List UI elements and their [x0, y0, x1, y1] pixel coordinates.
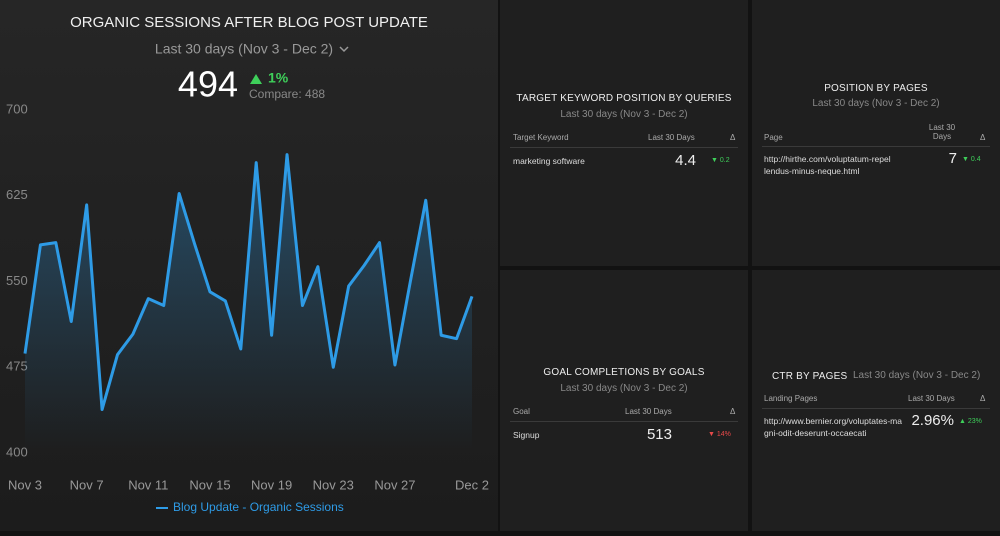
col-header: Goal — [513, 407, 530, 416]
col-header: Last 30 Days — [908, 394, 955, 403]
col-header: Landing Pages — [764, 394, 818, 403]
x-tick-label: Nov 15 — [189, 477, 230, 492]
widget: POSITION BY PAGES Last 30 days (Nov 3 - … — [752, 0, 1000, 266]
col-header: Last 30 Days — [648, 133, 695, 142]
widget-period[interactable]: Last 30 days (Nov 3 - Dec 2) — [560, 383, 688, 394]
y-tick-label: 550 — [6, 273, 28, 288]
y-tick-label: 700 — [6, 101, 28, 116]
delta: ▼ 0.2 — [711, 157, 730, 164]
y-tick-label: 625 — [6, 187, 28, 202]
kpi-change: 1% — [268, 70, 289, 86]
divider — [510, 147, 738, 148]
widget-period[interactable]: Last 30 days (Nov 3 - Dec 2) — [560, 109, 688, 120]
row-label: Signup — [513, 430, 540, 440]
delta-value: 23% — [967, 418, 982, 425]
widget: TARGET KEYWORD POSITION BY QUERIES Last … — [500, 0, 748, 266]
row-value: 4.4 — [675, 152, 696, 169]
y-tick-label: 400 — [6, 444, 28, 459]
chart: ORGANIC SESSIONS AFTER BLOG POST UPDATE … — [6, 14, 489, 514]
divider — [510, 421, 738, 422]
widget-title: POSITION BY PAGES — [824, 83, 928, 94]
row-value: 513 — [646, 426, 672, 443]
widget: CTR BY PAGES Last 30 days (Nov 3 - Dec 2… — [752, 270, 1000, 531]
down-arrow: ▼ — [711, 157, 720, 164]
x-tick-label: Nov 3 — [8, 477, 42, 492]
col-header: Page — [764, 133, 783, 142]
period[interactable]: Last 30 days (Nov 3 - Dec 2) — [155, 41, 333, 57]
delta: ▼ 0.4 — [962, 156, 981, 163]
col-header: Δ — [730, 133, 736, 142]
row-value: 7 — [948, 150, 957, 167]
up-arrow: ▲ — [959, 418, 968, 425]
widget-title: GOAL COMPLETIONS BY GOALS — [543, 367, 705, 378]
widget-title: CTR BY PAGES — [772, 371, 848, 382]
kpi-value: 494 — [178, 64, 238, 105]
line-widget: ORGANIC SESSIONS AFTER BLOG POST UPDATE … — [0, 0, 498, 531]
chart-title: ORGANIC SESSIONS AFTER BLOG POST UPDATE — [70, 14, 428, 31]
y-tick-label: 475 — [6, 359, 28, 374]
widget-title: TARGET KEYWORD POSITION BY QUERIES — [516, 93, 732, 104]
delta-value: 0.2 — [719, 157, 730, 164]
widget-period[interactable]: Last 30 days (Nov 3 - Dec 2) — [853, 370, 981, 381]
widget-period[interactable]: Last 30 days (Nov 3 - Dec 2) — [812, 98, 940, 109]
line — [23, 153, 474, 412]
x-tick-label: Nov 7 — [70, 477, 104, 492]
area — [25, 154, 472, 453]
chevron — [339, 46, 349, 53]
legend-label: Blog Update - Organic Sessions — [173, 500, 344, 514]
col-header: Target Keyword — [513, 133, 569, 142]
row-label: http://hirthe.com/voluptatum-repellendus… — [764, 154, 891, 176]
col-header: Last 30 Days — [625, 407, 672, 416]
delta: ▲ 23% — [959, 418, 982, 425]
x-tick-label: Nov 19 — [251, 477, 292, 492]
x-tick-label: Nov 27 — [374, 477, 415, 492]
col-header: Δ — [980, 133, 986, 142]
delta: ▼ 14% — [708, 431, 731, 438]
row-value: 2.96% — [911, 412, 954, 429]
kpi-compare: Compare: 488 — [249, 87, 325, 101]
up-arrow — [250, 74, 262, 84]
delta-value: 0.4 — [970, 156, 981, 163]
delta-value: 14% — [716, 431, 731, 438]
down-arrow: ▼ — [962, 156, 971, 163]
down-arrow: ▼ — [708, 431, 717, 438]
col-header: Last 30 Days — [928, 123, 956, 141]
row-label: marketing software — [513, 156, 585, 166]
x-tick-label: Nov 11 — [128, 477, 168, 492]
divider — [762, 146, 990, 147]
x-tick-label: Dec 2 — [455, 477, 489, 492]
divider — [762, 408, 990, 409]
col-header: Δ — [980, 394, 986, 403]
x-tick-label: Nov 23 — [313, 477, 354, 492]
widget: GOAL COMPLETIONS BY GOALS Last 30 days (… — [500, 270, 748, 531]
col-header: Δ — [730, 407, 736, 416]
row-label: http://www.bernier.org/voluptates-magni-… — [764, 416, 902, 438]
